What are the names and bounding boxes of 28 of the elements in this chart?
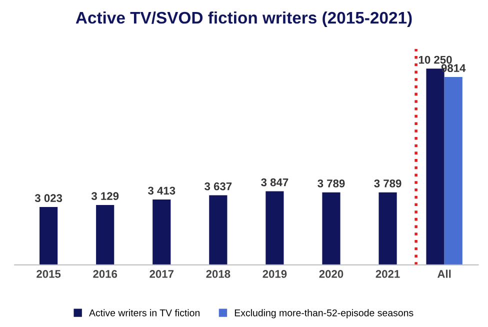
data-label: 3 847 [261, 178, 288, 186]
data-label: 3 023 [34, 194, 62, 202]
data-label: 3 413 [148, 186, 176, 195]
bar [152, 200, 171, 265]
legend-label: Active writers in TV fiction [89, 309, 200, 316]
chart-title: Active TV/SVOD fiction writers (2015-2021) [76, 11, 412, 27]
data-label: 3 789 [318, 180, 345, 188]
x-tick-label: 2016 [93, 270, 118, 278]
bar [266, 191, 284, 265]
data-label: 3 129 [91, 192, 119, 200]
legend-label: Excluding more-than-52-episode seasons [234, 309, 414, 318]
x-tick-label: 2018 [206, 270, 230, 278]
bar [322, 192, 340, 265]
x-tick-label: 2020 [319, 270, 344, 278]
bar [209, 195, 228, 265]
bar [40, 207, 58, 265]
x-tick-label: All [437, 270, 451, 278]
data-label: 10 250 [418, 56, 452, 64]
data-label: 3 789 [374, 180, 402, 188]
x-tick-label: 2019 [262, 270, 287, 278]
x-tick-label: 2015 [36, 270, 61, 278]
x-tick-label: 2017 [150, 270, 174, 278]
data-label: 9814 [441, 64, 466, 72]
x-tick-label: 2021 [376, 270, 400, 278]
bar [378, 192, 397, 265]
bar [96, 204, 114, 265]
bar [444, 77, 462, 265]
data-label: 3 637 [204, 182, 232, 190]
